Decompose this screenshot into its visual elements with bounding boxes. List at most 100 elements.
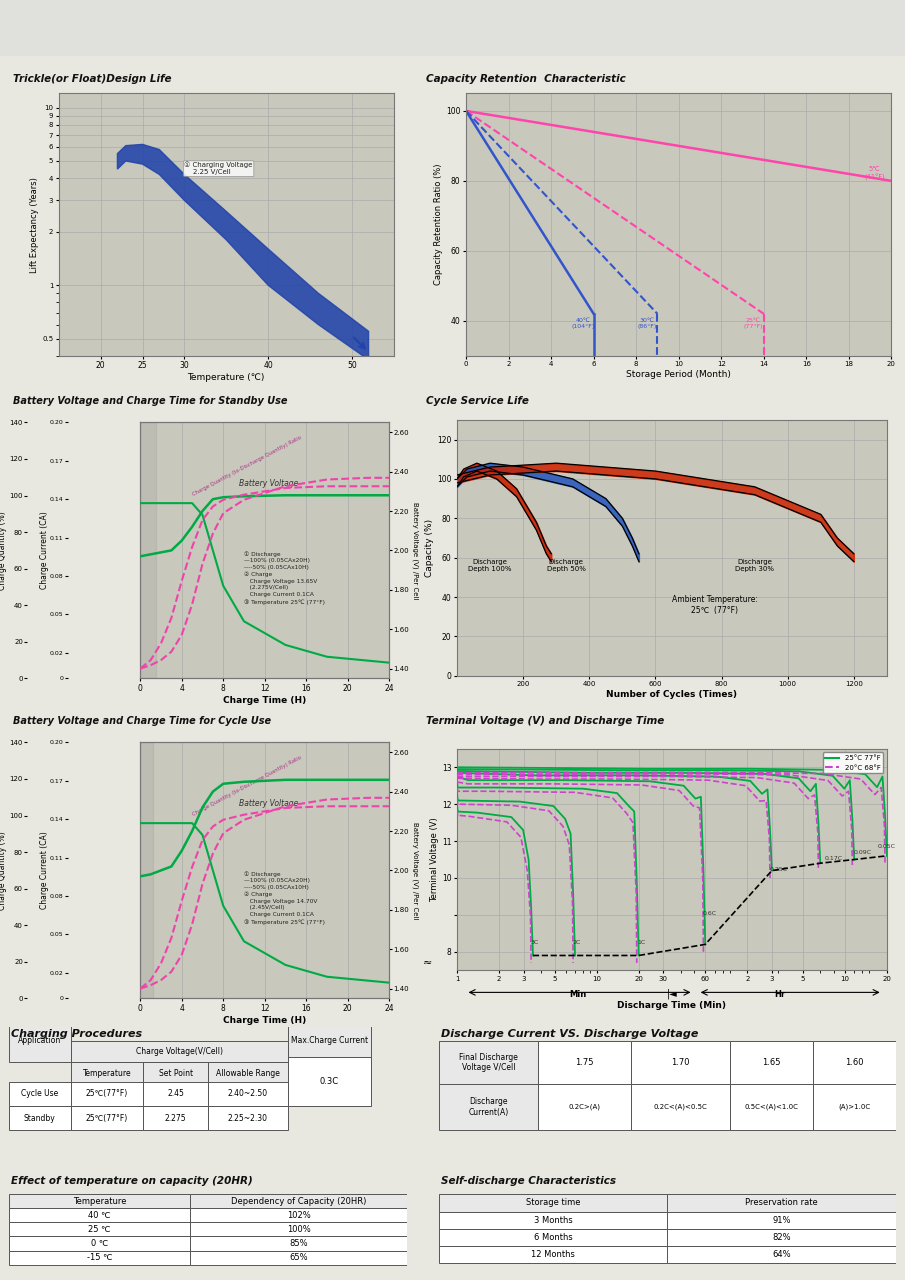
Text: 0.17C: 0.17C (824, 855, 843, 860)
Text: 1.75: 1.75 (575, 1057, 594, 1068)
Text: Set Point: Set Point (158, 1069, 193, 1078)
Text: Effect of temperature on capacity (20HR): Effect of temperature on capacity (20HR) (11, 1176, 252, 1187)
Text: Min: Min (568, 989, 586, 998)
Text: Battery Voltage and Charge Time for Standby Use: Battery Voltage and Charge Time for Stan… (13, 396, 288, 406)
Text: Charge Voltage(V/Cell): Charge Voltage(V/Cell) (136, 1047, 223, 1056)
Text: 25 ℃: 25 ℃ (89, 1225, 110, 1234)
Text: 6 Months: 6 Months (534, 1233, 573, 1242)
Bar (631, 1084, 729, 1130)
Bar (288, 1057, 371, 1106)
Y-axis label: Capacity Retention Ratio (%): Capacity Retention Ratio (%) (434, 164, 443, 285)
Bar (439, 1247, 668, 1263)
Bar (9, 1222, 190, 1236)
Text: Discharge
Depth 50%: Discharge Depth 50% (547, 559, 586, 572)
Text: Battery Voltage: Battery Voltage (239, 800, 298, 809)
Text: 0.2C>(A): 0.2C>(A) (568, 1103, 600, 1111)
Bar (439, 1211, 668, 1229)
Text: -15 ℃: -15 ℃ (87, 1253, 112, 1262)
Bar (9, 1194, 190, 1208)
Text: Charge Quantity (to-Discharge Quantity) Ratio: Charge Quantity (to-Discharge Quantity) … (192, 754, 303, 817)
Text: 12 Months: 12 Months (531, 1251, 575, 1260)
Bar (9, 1236, 190, 1251)
Text: (A)>1.0C: (A)>1.0C (838, 1103, 871, 1111)
Text: 5℃
(41°F): 5℃ (41°F) (864, 166, 885, 180)
Bar (813, 1041, 896, 1084)
Text: 102%: 102% (287, 1211, 310, 1220)
Bar (71, 1041, 288, 1062)
Text: 0.25C: 0.25C (769, 867, 787, 872)
Text: Storage time: Storage time (526, 1198, 580, 1207)
Text: Cycle Use: Cycle Use (21, 1089, 59, 1098)
Bar (143, 1106, 208, 1130)
Text: Battery Voltage and Charge Time for Cycle Use: Battery Voltage and Charge Time for Cycl… (13, 716, 272, 726)
Bar (71, 1082, 143, 1106)
Bar (190, 1208, 407, 1222)
Bar (288, 1019, 371, 1062)
X-axis label: Discharge Time (Min): Discharge Time (Min) (617, 1001, 727, 1010)
Text: Terminal Voltage (V) and Discharge Time: Terminal Voltage (V) and Discharge Time (425, 716, 664, 726)
Bar (190, 1236, 407, 1251)
Text: 25℃
(77°F): 25℃ (77°F) (743, 317, 763, 329)
Text: 6V  7Ah: 6V 7Ah (430, 14, 551, 42)
Y-axis label: Terminal Voltage (V): Terminal Voltage (V) (430, 817, 439, 902)
Bar (439, 1229, 668, 1247)
Text: Discharge Current VS. Discharge Voltage: Discharge Current VS. Discharge Voltage (441, 1029, 699, 1039)
Text: 91%: 91% (773, 1216, 791, 1225)
Bar (631, 1041, 729, 1084)
Bar (729, 1041, 813, 1084)
Text: 40℃
(104°F): 40℃ (104°F) (571, 317, 595, 329)
Bar (208, 1106, 288, 1130)
Text: Discharge
Current(A): Discharge Current(A) (468, 1097, 509, 1117)
Text: Preservation rate: Preservation rate (746, 1198, 818, 1207)
Bar (9, 1251, 190, 1265)
Text: Battery Voltage: Battery Voltage (239, 480, 298, 489)
Text: 64%: 64% (772, 1251, 791, 1260)
Text: ① Discharge
—100% (0.05CAx20H)
----50% (0.05CAx10H)
② Charge
   Charge Voltage 1: ① Discharge —100% (0.05CAx20H) ----50% (… (244, 872, 325, 924)
Y-axis label: Battery Voltage (V) /Per Cell: Battery Voltage (V) /Per Cell (412, 822, 418, 919)
Bar (190, 1251, 407, 1265)
Text: 85%: 85% (290, 1239, 308, 1248)
Text: 40 ℃: 40 ℃ (89, 1211, 110, 1220)
Y-axis label: Charge Current (CA): Charge Current (CA) (40, 832, 49, 909)
Bar (9, 1082, 71, 1106)
Text: Charging Procedures: Charging Procedures (11, 1029, 142, 1039)
Text: 0.3C: 0.3C (319, 1076, 339, 1087)
Text: 0.09C: 0.09C (853, 850, 872, 855)
Text: ① Discharge
—100% (0.05CAx20H)
----50% (0.05CAx10H)
② Charge
   Charge Voltage 1: ① Discharge —100% (0.05CAx20H) ----50% (… (244, 552, 325, 604)
Text: 1.65: 1.65 (762, 1057, 780, 1068)
Bar (439, 1194, 668, 1211)
X-axis label: Number of Cycles (Times): Number of Cycles (Times) (606, 690, 738, 699)
Bar (140, 742, 153, 998)
Text: Final Discharge
Voltage V/Cell: Final Discharge Voltage V/Cell (459, 1052, 518, 1073)
X-axis label: Charge Time (H): Charge Time (H) (224, 1016, 306, 1025)
Bar (190, 1194, 407, 1208)
Bar (538, 1084, 631, 1130)
Text: Temperature: Temperature (72, 1197, 127, 1206)
Bar (729, 1084, 813, 1130)
Text: 3C: 3C (530, 941, 538, 946)
Text: 25℃(77°F): 25℃(77°F) (86, 1114, 128, 1123)
Bar (9, 1208, 190, 1222)
Text: Cycle Service Life: Cycle Service Life (425, 396, 529, 406)
Text: Charge Quantity (to-Discharge Quantity) Ratio: Charge Quantity (to-Discharge Quantity) … (192, 434, 303, 497)
Text: |◄: |◄ (667, 989, 677, 1000)
Bar (668, 1194, 896, 1211)
Text: ≈: ≈ (423, 957, 432, 968)
Text: 0.5C<(A)<1.0C: 0.5C<(A)<1.0C (745, 1103, 798, 1111)
Polygon shape (118, 145, 368, 360)
Text: Hr: Hr (774, 989, 785, 998)
Text: Capacity Retention  Characteristic: Capacity Retention Characteristic (425, 73, 625, 83)
Text: 3 Months: 3 Months (534, 1216, 573, 1225)
Text: 0.05C: 0.05C (878, 845, 896, 850)
Text: Discharge
Depth 100%: Discharge Depth 100% (469, 559, 512, 572)
Text: 2.275: 2.275 (165, 1114, 186, 1123)
Text: Discharge
Depth 30%: Discharge Depth 30% (735, 559, 774, 572)
Y-axis label: Charge Current (CA): Charge Current (CA) (40, 512, 49, 589)
Text: Max.Charge Current: Max.Charge Current (291, 1036, 368, 1046)
Text: Ambient Temperature:
25℃  (77°F): Ambient Temperature: 25℃ (77°F) (672, 595, 757, 614)
Bar (439, 1041, 538, 1084)
Bar (668, 1247, 896, 1263)
X-axis label: Storage Period (Month): Storage Period (Month) (626, 370, 731, 379)
Text: 0.2C<(A)<0.5C: 0.2C<(A)<0.5C (653, 1103, 708, 1111)
Bar (668, 1229, 896, 1247)
